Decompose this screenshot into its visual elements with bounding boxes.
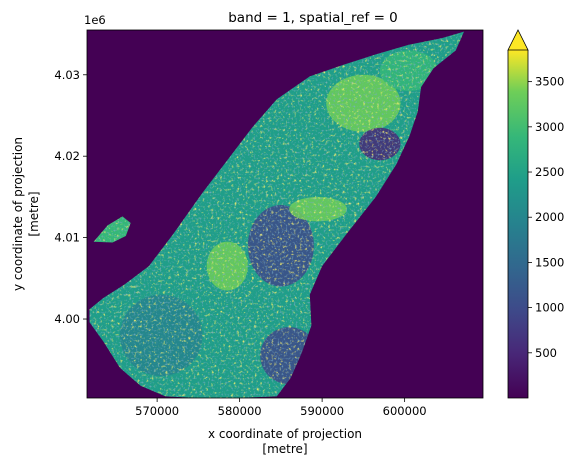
y-axis-label: y coordinate of projection	[11, 137, 25, 291]
colorbar-tick-label: 3000	[535, 120, 564, 134]
x-tick-label: 600000	[383, 404, 427, 418]
colorbar-tick-label: 1500	[535, 255, 564, 269]
colorbar-tick-label: 3500	[535, 75, 564, 89]
chart-title: band = 1, spatial_ref = 0	[228, 10, 398, 26]
y-tick-label: 4.02	[54, 149, 80, 163]
x-tick-label: 590000	[300, 404, 344, 418]
y-tick-label: 4.00	[54, 312, 80, 326]
plot-frame	[86, 29, 484, 399]
plot-area	[87, 30, 483, 398]
x-tick-label: 570000	[135, 404, 179, 418]
colorbar: 500 1000 1500 2000 2500 3000 3500	[507, 29, 564, 399]
x-tick-label: 580000	[218, 404, 262, 418]
colorbar-tick-label: 2500	[535, 165, 564, 179]
colorbar-frame	[507, 50, 529, 399]
x-axis: 570000 580000 590000 600000	[135, 398, 427, 418]
y-axis: 4.00 4.01 4.02 4.03	[54, 68, 87, 326]
colorbar-extend-max	[507, 29, 529, 51]
colorbar-ticks: 500 1000 1500 2000 2500 3000 3500	[528, 75, 564, 360]
y-tick-label: 4.01	[54, 231, 80, 245]
y-tick-label: 4.03	[54, 68, 80, 82]
x-axis-label: x coordinate of projection	[208, 427, 362, 441]
colorbar-tick-label: 2000	[535, 210, 564, 224]
x-axis-unit: [metre]	[262, 442, 307, 456]
colorbar-gradient	[508, 50, 528, 398]
colorbar-tick-label: 1000	[535, 301, 564, 315]
y-offset-label: 1e6	[84, 13, 106, 27]
y-axis-unit: [metre]	[27, 191, 41, 236]
colorbar-tick-label: 500	[535, 346, 557, 360]
